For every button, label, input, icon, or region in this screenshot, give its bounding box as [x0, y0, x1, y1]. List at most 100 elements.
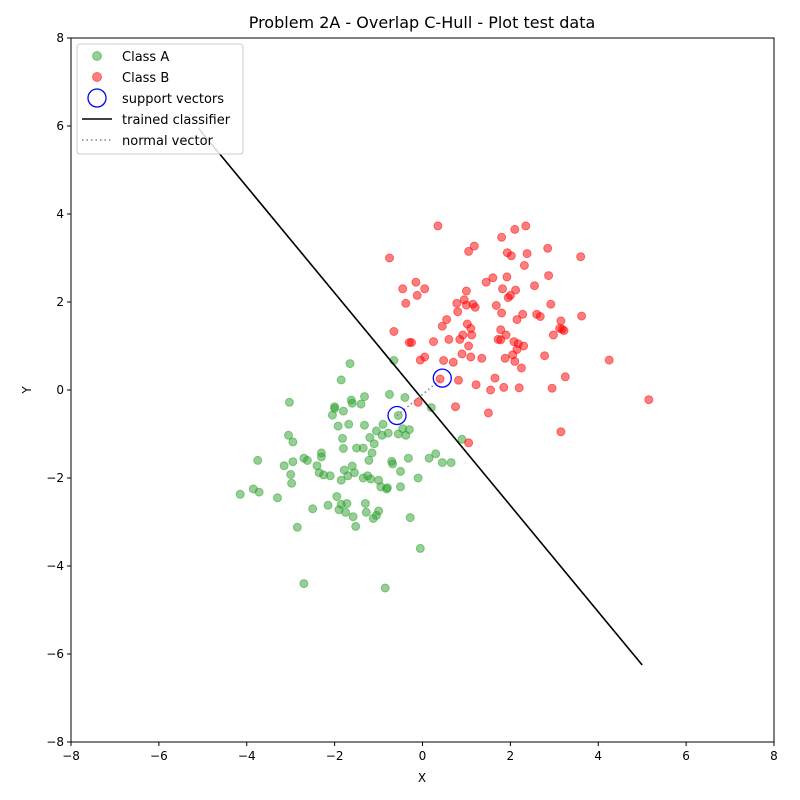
x-tick-label: 8 — [770, 749, 778, 763]
class-b-point — [512, 315, 522, 325]
class-a-point — [235, 489, 245, 499]
class-a-point — [367, 448, 377, 458]
class-b-point — [547, 383, 557, 393]
class-b-point — [505, 290, 515, 300]
class-a-point — [325, 471, 335, 481]
class-a-point — [369, 439, 379, 449]
class-a-point — [288, 437, 298, 447]
x-axis-label: X — [418, 771, 426, 785]
class-b-point — [502, 272, 512, 282]
class-a-point — [415, 543, 425, 553]
class-b-point — [497, 232, 507, 242]
class-a-point — [426, 403, 436, 413]
class-a-point — [396, 466, 405, 476]
class-a-point — [279, 461, 289, 471]
class-b-point — [501, 330, 511, 340]
class-b-point — [604, 355, 614, 365]
class-b-point — [420, 284, 430, 294]
support-vector-ring — [387, 405, 407, 426]
class-b-point — [453, 307, 463, 317]
class-a-point — [403, 453, 413, 463]
class-a-point — [400, 393, 410, 402]
class-a-point — [292, 522, 302, 532]
class-b-point — [556, 427, 566, 437]
class-b-point — [543, 243, 553, 253]
class-b-point — [442, 315, 452, 325]
class-a-point — [385, 389, 394, 399]
class-a-point — [378, 419, 388, 429]
class-b-point — [411, 277, 421, 287]
class-b-point — [516, 363, 526, 373]
legend-label: trained classifier — [122, 113, 231, 128]
legend: Class A Class B support vectors trained cla… — [76, 43, 244, 155]
y-tick-label: −8 — [46, 735, 64, 749]
class-b-point — [413, 397, 423, 407]
class-a-point — [316, 452, 326, 462]
class-a-point — [360, 499, 370, 508]
class-b-point — [435, 374, 445, 384]
class-b-point — [471, 380, 481, 390]
class-b-point — [437, 321, 447, 331]
x-tick-label: 0 — [419, 749, 427, 763]
y-tick-label: −2 — [46, 471, 64, 485]
class-a-point — [413, 473, 423, 483]
class-a-point — [338, 406, 348, 416]
class-a-point — [345, 359, 355, 369]
x-axis: −8 −6 −4 −2 0 2 4 6 8 — [62, 742, 778, 763]
class-b-point — [519, 341, 529, 351]
class-a-point — [287, 478, 297, 488]
class-a-point — [253, 455, 263, 465]
normal-vector-line — [396, 377, 443, 417]
class-a-point — [405, 513, 415, 523]
class-a-point — [342, 499, 352, 508]
x-tick-label: −8 — [62, 749, 80, 763]
class-b-point — [544, 271, 554, 281]
class-b-point — [483, 408, 493, 418]
y-tick-label: 6 — [56, 119, 64, 133]
class-b-point — [458, 330, 468, 340]
class-a-point — [349, 468, 359, 478]
legend-marker — [92, 72, 102, 82]
class-a-point — [323, 500, 333, 510]
class-b-point — [481, 277, 491, 287]
class-b-point — [496, 325, 506, 335]
class-b-point — [540, 351, 550, 361]
legend-ring — [87, 88, 107, 108]
class-a-point — [366, 474, 376, 484]
class-a-point — [358, 443, 368, 453]
class-b-point — [518, 309, 528, 319]
class-a-point — [446, 458, 456, 468]
class-b-point — [497, 308, 507, 318]
class-a-point — [364, 455, 374, 465]
class-a-point — [332, 492, 342, 501]
x-tick-label: −2 — [326, 749, 344, 763]
class-a-point — [254, 487, 264, 497]
class-b-point — [389, 327, 399, 336]
x-tick-label: 4 — [594, 749, 602, 763]
class-b-point — [451, 402, 460, 412]
class-b-point — [577, 311, 587, 321]
class-b-point — [498, 284, 507, 294]
class-a-point — [361, 507, 371, 517]
y-tick-label: 2 — [56, 295, 64, 309]
class-a-point — [380, 583, 390, 593]
class-a-point — [284, 397, 294, 407]
y-tick-label: 0 — [56, 383, 64, 397]
class-b-point — [401, 298, 411, 308]
class-b-point — [556, 316, 566, 326]
y-tick-label: −6 — [46, 647, 64, 661]
class-b-point — [439, 356, 449, 365]
class-a-point — [347, 398, 357, 408]
x-tick-label: 2 — [507, 749, 515, 763]
class-a-point — [299, 579, 309, 589]
class-a-point — [374, 506, 384, 516]
class-b-point — [429, 337, 438, 347]
legend-label: support vectors — [122, 92, 224, 107]
class-a-point — [348, 512, 358, 522]
class-a-point — [273, 493, 282, 503]
class-a-point — [404, 425, 414, 435]
y-axis-label: Y — [20, 386, 34, 395]
class-b-point — [644, 395, 654, 405]
class-b-point — [477, 353, 487, 363]
